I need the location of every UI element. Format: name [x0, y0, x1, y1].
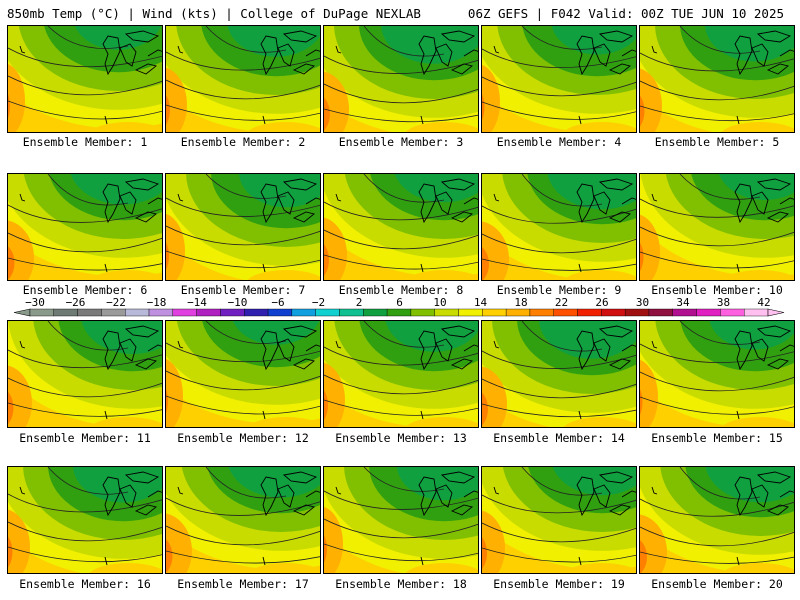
colorbar-tick-label: 10 — [433, 296, 447, 309]
colorbar-tick-label: 14 — [473, 296, 488, 309]
colorbar-tick-label: −30 — [25, 296, 45, 309]
colorbar-right-arrow — [767, 308, 785, 317]
ensemble-member-label: Ensemble Member: 10 — [651, 283, 783, 297]
colorbar-tick-label: 18 — [514, 296, 528, 309]
ensemble-member-label: Ensemble Member: 20 — [651, 577, 783, 591]
map-header: 850mb Temp (°C) | Wind (kts) | College o… — [0, 0, 800, 24]
ensemble-member-label: Ensemble Member: 6 — [22, 283, 148, 297]
ensemble-member-label: Ensemble Member: 7 — [180, 283, 306, 297]
colorbar-left-arrow — [13, 308, 31, 317]
ensemble-member-map — [7, 173, 163, 281]
colorbar-segment — [553, 308, 578, 317]
colorbar-segment — [315, 308, 340, 317]
colorbar-tick-label: −22 — [106, 296, 126, 309]
ensemble-member-label: Ensemble Member: 8 — [338, 283, 464, 297]
ensemble-member-label: Ensemble Member: 12 — [177, 431, 309, 445]
colorbar-segment — [125, 308, 150, 317]
colorbar-segment — [29, 308, 55, 317]
ensemble-member-map — [481, 25, 637, 133]
colorbar-tick-label: −18 — [146, 296, 167, 309]
model-run-info: 06Z GEFS | F042 Valid: 00Z TUE JUN 10 20… — [467, 6, 784, 21]
colorbar-segment — [624, 308, 650, 317]
ensemble-member-map — [481, 173, 637, 281]
ensemble-member-map — [165, 25, 321, 133]
colorbar-tick-label: 38 — [716, 296, 731, 309]
colorbar-tick-label: 2 — [355, 296, 363, 309]
colorbar-segment — [696, 308, 721, 317]
colorbar-segment — [672, 308, 697, 317]
ensemble-member-label: Ensemble Member: 15 — [651, 431, 783, 445]
map-title: 850mb Temp (°C) | Wind (kts) | College o… — [7, 6, 421, 21]
colorbar-segment — [291, 308, 316, 317]
colorbar-segment — [220, 308, 245, 317]
ensemble-member-label: Ensemble Member: 2 — [180, 135, 306, 149]
colorbar-segment — [244, 308, 269, 317]
colorbar-segment — [196, 308, 221, 317]
ensemble-member-map — [165, 466, 321, 574]
colorbar-segment — [101, 308, 126, 317]
colorbar-tick-label: 22 — [554, 296, 569, 309]
colorbar-segment — [601, 308, 626, 317]
ensemble-member-map — [639, 25, 795, 133]
ensemble-member-map — [639, 320, 795, 428]
ensemble-member-label: Ensemble Member: 18 — [335, 577, 467, 591]
colorbar-tick-label: 34 — [676, 296, 690, 309]
colorbar-segment — [172, 308, 197, 317]
ensemble-member-map — [165, 173, 321, 281]
colorbar-segment — [434, 308, 459, 317]
colorbar-segment — [267, 308, 293, 317]
ensemble-member-map — [323, 320, 479, 428]
ensemble-member-label: Ensemble Member: 13 — [335, 431, 467, 445]
ensemble-member-map — [7, 320, 163, 428]
colorbar-segment — [720, 308, 745, 317]
ensemble-member-label: Ensemble Member: 4 — [496, 135, 622, 149]
colorbar-tick-label: 42 — [757, 296, 771, 309]
ensemble-member-map — [7, 25, 163, 133]
ensemble-member-map — [639, 173, 795, 281]
ensemble-member-label: Ensemble Member: 19 — [493, 577, 625, 591]
ensemble-member-label: Ensemble Member: 16 — [19, 577, 151, 591]
ensemble-member-label: Ensemble Member: 1 — [22, 135, 148, 149]
colorbar-tick-label: −6 — [271, 296, 285, 309]
ensemble-member-label: Ensemble Member: 14 — [493, 431, 625, 445]
colorbar-segment — [482, 308, 507, 317]
colorbar-tick-label: 26 — [595, 296, 609, 309]
ensemble-member-label: Ensemble Member: 17 — [177, 577, 309, 591]
ensemble-member-map — [323, 25, 479, 133]
colorbar-graphic — [13, 308, 785, 317]
ensemble-member-label: Ensemble Member: 9 — [496, 283, 622, 297]
ensemble-member-map — [481, 466, 637, 574]
colorbar-segment — [505, 308, 531, 317]
colorbar-tick-label: −2 — [311, 296, 326, 309]
ensemble-member-map — [481, 320, 637, 428]
ensemble-member-map — [323, 466, 479, 574]
colorbar-segment — [53, 308, 78, 317]
ensemble-member-map — [165, 320, 321, 428]
temperature-colorbar: −30 −26 −22 −18 −14 −10 −6 −2 2 6 10 14 18 22 26 30 34 38… — [0, 296, 800, 320]
colorbar-segment — [743, 308, 769, 317]
ensemble-member-label: Ensemble Member: 3 — [338, 135, 464, 149]
colorbar-tick-label: −10 — [227, 296, 248, 309]
colorbar-segment — [529, 308, 554, 317]
colorbar-segment — [386, 308, 412, 317]
ensemble-member-map — [323, 173, 479, 281]
colorbar-segment — [648, 308, 673, 317]
colorbar-tick-label: 6 — [396, 296, 403, 309]
colorbar-tick-label: −14 — [187, 296, 207, 309]
colorbar-segment — [363, 308, 388, 317]
colorbar-tick-label: 30 — [635, 296, 650, 309]
ensemble-member-label: Ensemble Member: 5 — [654, 135, 780, 149]
ensemble-member-map — [7, 466, 163, 574]
ensemble-member-map — [639, 466, 795, 574]
colorbar-segment — [77, 308, 102, 317]
colorbar-segment — [577, 308, 602, 317]
colorbar-segment — [410, 308, 435, 317]
colorbar-segment — [458, 308, 483, 317]
ensemble-member-label: Ensemble Member: 11 — [19, 431, 151, 445]
colorbar-tick-label: −26 — [65, 296, 86, 309]
colorbar-segment — [339, 308, 364, 317]
colorbar-segment — [148, 308, 174, 317]
